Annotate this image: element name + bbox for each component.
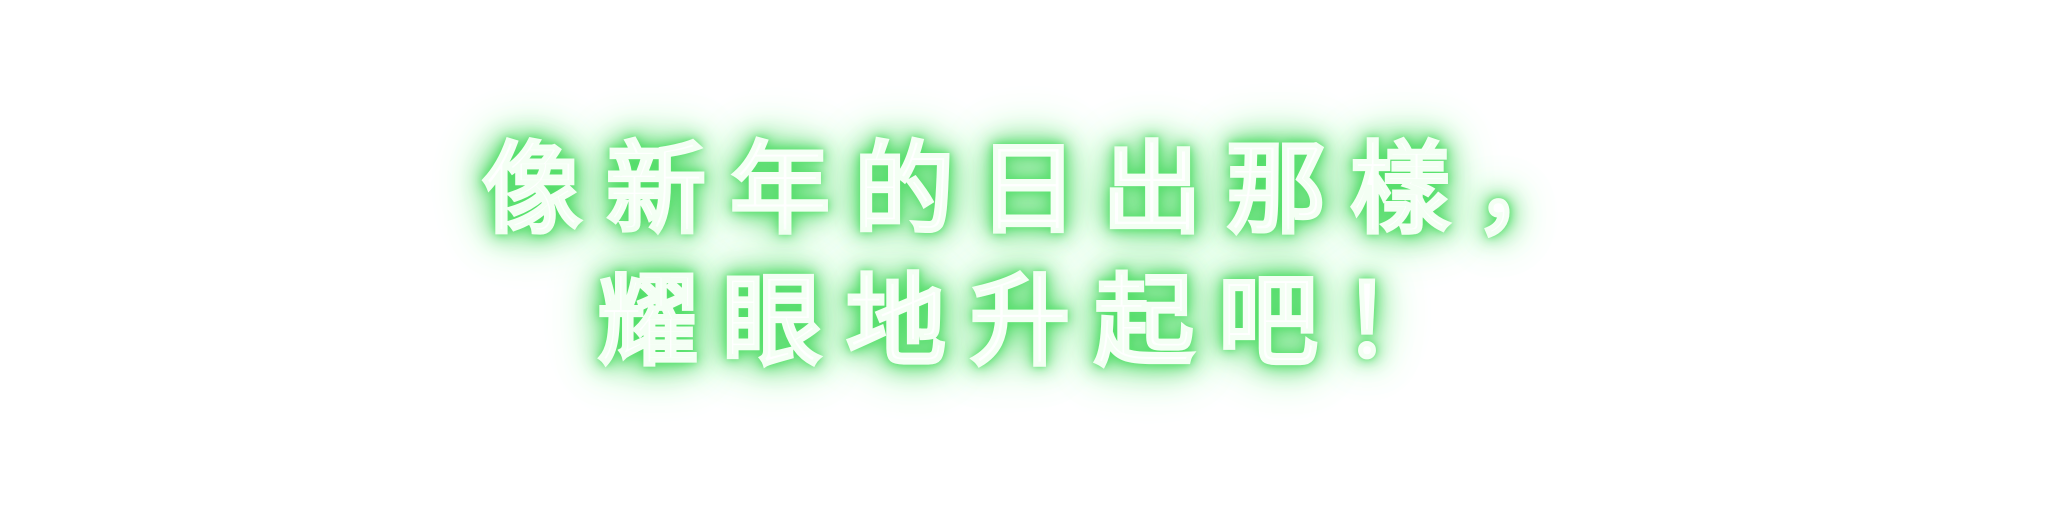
caption-line-1: 像新年的日出那樣， (481, 130, 1598, 249)
caption-line-2: 耀眼地升起吧！ (597, 262, 1466, 381)
